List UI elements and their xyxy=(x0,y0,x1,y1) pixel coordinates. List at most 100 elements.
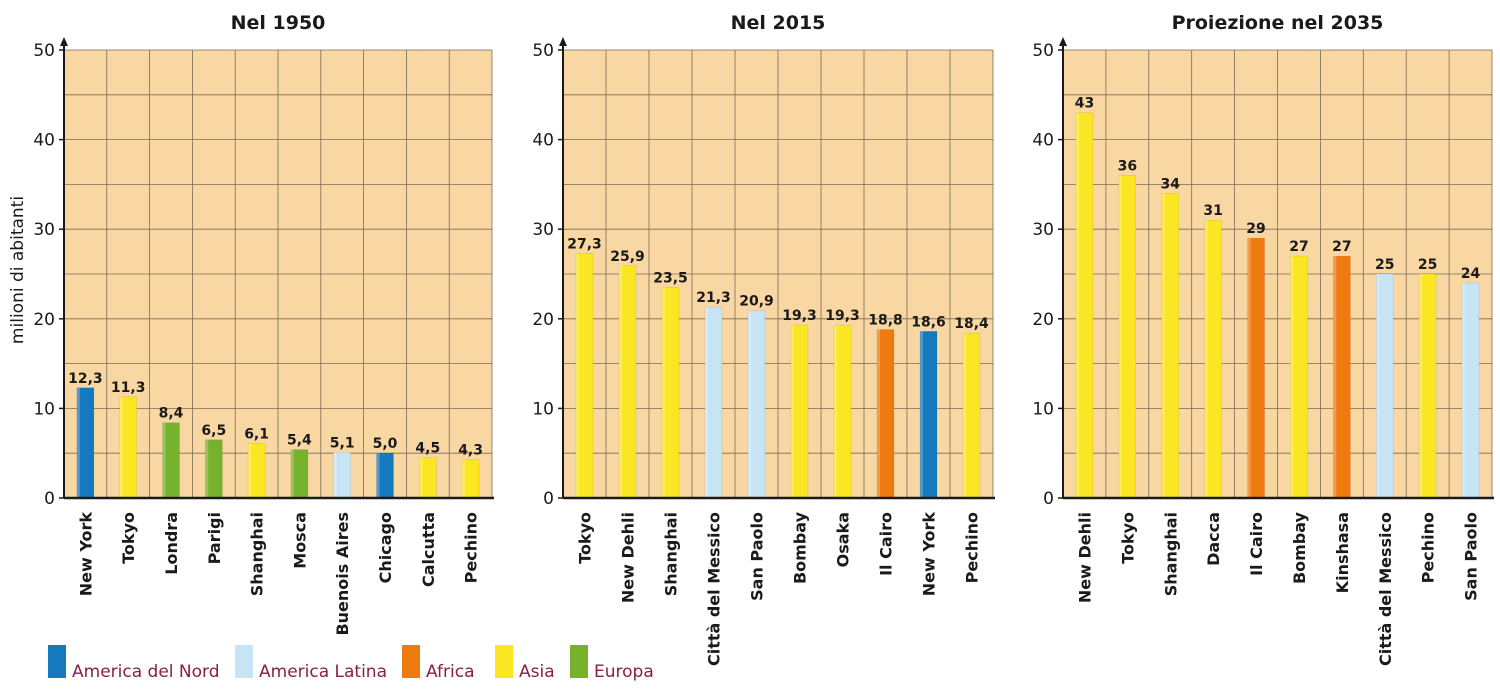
legend-label: Europa xyxy=(594,662,654,682)
bar-highlight xyxy=(462,459,466,498)
chart-title: Nel 1950 xyxy=(231,12,326,34)
chart-panel-1: 0 10 20 30 40 50 12,3 New York 11,3 Tokyo 8,4 Londr… xyxy=(33,12,494,636)
category-label: Il Cairo xyxy=(877,512,896,576)
data-label: 5,4 xyxy=(287,433,312,449)
y-axis-label: milioni di abitanti xyxy=(8,196,28,344)
bar-highlight xyxy=(1290,256,1294,498)
category-label: Buenois Aires xyxy=(333,512,352,636)
category-label: San Paolo xyxy=(1462,512,1481,601)
bar-highlight xyxy=(1204,220,1208,499)
legend-label: America del Nord xyxy=(72,662,220,682)
data-label: 29 xyxy=(1246,221,1265,237)
legend-label: America Latina xyxy=(259,662,387,682)
bar-highlight xyxy=(248,443,252,498)
y-tick-label: 10 xyxy=(1032,399,1054,419)
y-tick-label: 30 xyxy=(1032,220,1054,240)
legend-item-latina: America Latina xyxy=(235,645,387,682)
y-tick-label: 20 xyxy=(33,310,55,330)
category-label: Shanghai xyxy=(662,512,681,596)
y-tick-label: 30 xyxy=(33,220,55,240)
chart-panel-2: 0 10 20 30 40 50 27,3 Tokyo 25,9 New Dehli 23,5 Sha… xyxy=(532,12,995,666)
bar-highlight xyxy=(877,329,880,498)
category-label: Parigi xyxy=(205,512,224,564)
category-label: Bombay xyxy=(1290,511,1309,584)
chart-title: Proiezione nel 2035 xyxy=(1172,12,1384,34)
legend: America del Nord America Latina Africa Asia… xyxy=(48,645,654,682)
bar-highlight xyxy=(1376,274,1380,498)
category-label: Shanghai xyxy=(1161,512,1180,596)
data-label: 4,5 xyxy=(415,441,440,457)
category-label: Chicago xyxy=(376,512,395,583)
y-tick-label: 40 xyxy=(33,131,55,151)
data-label: 25,9 xyxy=(610,249,645,265)
category-label: Città del Messico xyxy=(1376,512,1395,666)
chart-title: Nel 2015 xyxy=(731,12,826,34)
category-label: New Dehli xyxy=(619,512,638,603)
bar-highlight xyxy=(576,253,579,498)
bar-highlight xyxy=(705,307,708,498)
category-label: Bombay xyxy=(791,511,810,584)
data-label: 21,3 xyxy=(696,290,731,306)
category-label: Kinshasa xyxy=(1333,512,1352,593)
y-tick-label: 0 xyxy=(1043,489,1054,509)
category-label: New York xyxy=(76,512,95,597)
bar-highlight xyxy=(1462,282,1466,498)
data-label: 11,3 xyxy=(111,380,146,396)
category-label: Pechino xyxy=(462,512,481,583)
legend-item-asia: Asia xyxy=(495,645,555,682)
data-label: 6,1 xyxy=(244,426,269,442)
bar-highlight xyxy=(1333,256,1337,498)
data-label: 5,1 xyxy=(330,435,355,451)
y-tick-label: 10 xyxy=(532,399,554,419)
legend-item-europa: Europa xyxy=(570,645,654,682)
y-tick-label: 30 xyxy=(532,220,554,240)
y-tick-label: 40 xyxy=(532,131,554,151)
category-label: Città del Messico xyxy=(705,512,724,666)
data-label: 19,3 xyxy=(782,308,817,324)
y-tick-label: 50 xyxy=(1032,41,1054,61)
y-axis-arrow xyxy=(60,37,68,46)
data-label: 43 xyxy=(1075,96,1094,112)
bar-highlight xyxy=(333,452,337,498)
data-label: 5,0 xyxy=(373,436,398,452)
y-tick-label: 10 xyxy=(33,399,55,419)
category-label: Dacca xyxy=(1204,512,1223,566)
bar-highlight xyxy=(662,287,665,498)
data-label: 8,4 xyxy=(159,406,184,422)
category-label: Pechino xyxy=(1419,512,1438,583)
data-label: 4,3 xyxy=(458,442,483,458)
bar-highlight xyxy=(1118,175,1122,498)
category-label: Pechino xyxy=(963,512,982,583)
bar-highlight xyxy=(76,387,80,498)
bar-highlight xyxy=(791,325,794,498)
data-label: 18,6 xyxy=(911,314,946,330)
y-tick-label: 20 xyxy=(1032,310,1054,330)
data-label: 25 xyxy=(1418,257,1437,273)
y-tick-label: 50 xyxy=(532,41,554,61)
bar-highlight xyxy=(290,449,294,498)
category-label: Londra xyxy=(162,512,181,575)
bar-highlight xyxy=(1161,193,1165,499)
legend-swatch xyxy=(235,645,253,678)
category-label: Shanghai xyxy=(248,512,267,596)
y-tick-label: 20 xyxy=(532,310,554,330)
data-label: 27 xyxy=(1289,239,1308,255)
category-label: Tokyo xyxy=(576,512,595,564)
category-label: Calcutta xyxy=(419,512,438,587)
legend-item-africa: Africa xyxy=(402,645,475,682)
category-label: New Dehli xyxy=(1075,512,1094,603)
legend-label: Asia xyxy=(519,662,555,682)
legend-swatch xyxy=(402,645,420,678)
data-label: 27,3 xyxy=(567,236,602,252)
category-label: Osaka xyxy=(834,512,853,567)
legend-swatch xyxy=(48,645,66,678)
y-axis-arrow xyxy=(559,37,567,46)
category-label: Tokyo xyxy=(119,512,138,564)
bar-highlight xyxy=(119,396,123,498)
bar-highlight xyxy=(920,331,923,498)
y-tick-label: 50 xyxy=(33,41,55,61)
data-label: 24 xyxy=(1461,266,1481,282)
bar-highlight xyxy=(419,457,423,498)
legend-swatch xyxy=(495,645,513,678)
